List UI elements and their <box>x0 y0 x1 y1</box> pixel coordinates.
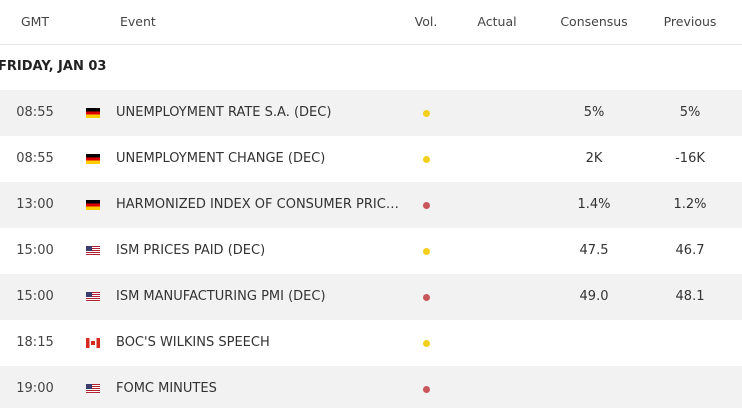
date-heading: FRIDAY, JAN 03 <box>0 59 107 74</box>
previous: 46.7 <box>675 243 705 258</box>
consensus: 49.0 <box>579 289 609 304</box>
event-name[interactable]: ISM MANUFACTURING PMI (DEC) <box>116 289 326 304</box>
time: 18:15 <box>16 335 54 350</box>
country-flag <box>86 246 100 256</box>
event-name[interactable]: ISM PRICES PAID (DEC) <box>116 243 266 258</box>
event-row[interactable] <box>0 274 742 320</box>
country-flag <box>86 292 100 302</box>
column-header[interactable]: Previous <box>663 14 717 29</box>
event-row[interactable] <box>0 182 742 228</box>
previous: 48.1 <box>675 289 705 304</box>
event-row[interactable] <box>0 136 742 182</box>
previous: 5% <box>679 105 701 120</box>
country-flag <box>86 108 100 118</box>
event-row[interactable] <box>0 228 742 274</box>
event-row[interactable] <box>0 90 742 136</box>
event-name[interactable]: BOC'S WILKINS SPEECH <box>116 335 270 350</box>
volatility <box>423 110 430 117</box>
country-flag <box>86 200 100 210</box>
time: 08:55 <box>16 105 54 120</box>
time: 19:00 <box>16 381 54 396</box>
previous: -16K <box>675 151 705 166</box>
event-row[interactable] <box>0 320 742 366</box>
consensus: 1.4% <box>577 197 611 212</box>
column-header[interactable]: Consensus <box>560 14 628 29</box>
column-header[interactable]: GMT <box>20 14 50 29</box>
column-header[interactable]: Actual <box>477 14 517 29</box>
event-name[interactable]: UNEMPLOYMENT CHANGE (DEC) <box>116 151 326 166</box>
column-header[interactable]: Vol. <box>414 14 438 29</box>
previous: 1.2% <box>673 197 707 212</box>
time: 08:55 <box>16 151 54 166</box>
header-row <box>0 0 742 45</box>
consensus: 2K <box>585 151 603 166</box>
volatility <box>423 386 430 393</box>
event-name[interactable]: FOMC MINUTES <box>116 381 217 396</box>
consensus: 47.5 <box>579 243 609 258</box>
volatility <box>423 294 430 301</box>
time: 15:00 <box>16 243 54 258</box>
consensus: 5% <box>583 105 605 120</box>
time: 15:00 <box>16 289 54 304</box>
event-row[interactable] <box>0 366 742 408</box>
event-name[interactable]: UNEMPLOYMENT RATE S.A. (DEC) <box>116 105 332 120</box>
volatility <box>423 340 430 347</box>
event-name[interactable]: HARMONIZED INDEX OF CONSUMER PRIC… <box>116 197 399 212</box>
volatility <box>423 156 430 163</box>
volatility <box>423 248 430 255</box>
maple-leaf <box>91 341 95 345</box>
time: 13:00 <box>16 197 54 212</box>
column-header[interactable]: Event <box>120 14 156 29</box>
country-flag <box>86 154 100 164</box>
volatility <box>423 202 430 209</box>
country-flag <box>86 384 100 394</box>
country-flag <box>86 338 100 348</box>
